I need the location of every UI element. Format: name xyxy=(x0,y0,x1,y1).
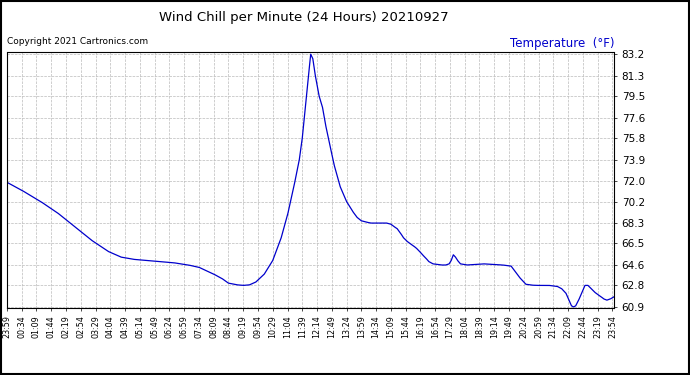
Text: Temperature  (°F): Temperature (°F) xyxy=(510,38,614,51)
Text: Copyright 2021 Cartronics.com: Copyright 2021 Cartronics.com xyxy=(7,38,148,46)
Text: Wind Chill per Minute (24 Hours) 20210927: Wind Chill per Minute (24 Hours) 2021092… xyxy=(159,11,448,24)
